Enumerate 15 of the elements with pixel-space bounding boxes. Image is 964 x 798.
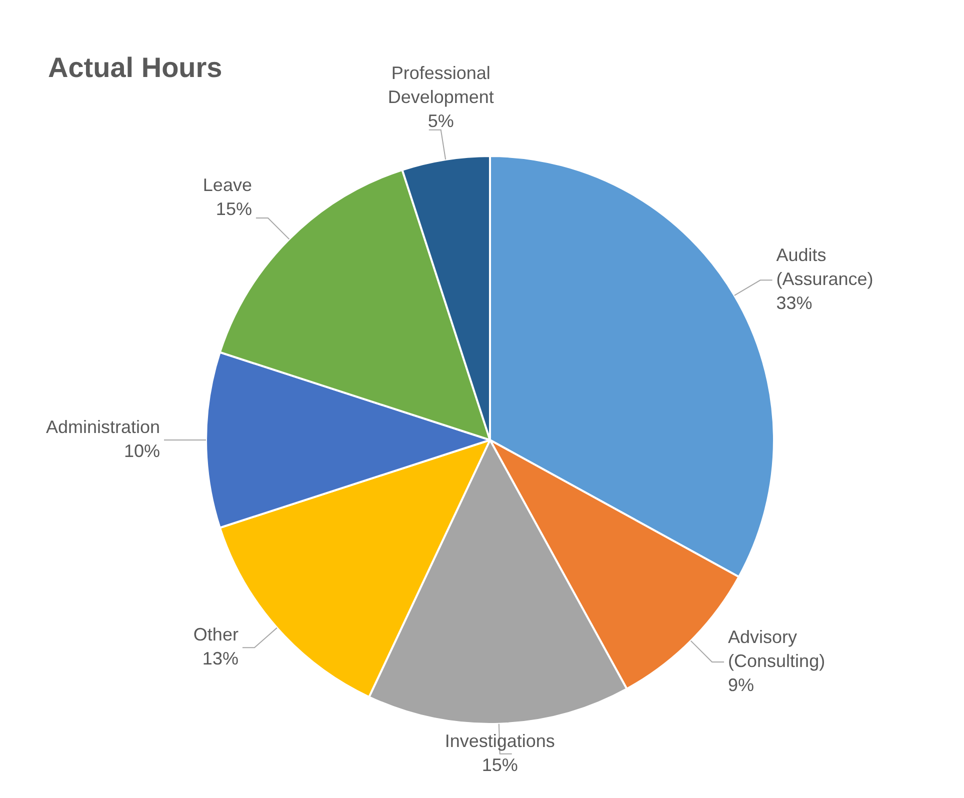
- slice-label: Administration: [46, 416, 160, 437]
- data-label: 15%: [216, 198, 252, 219]
- data-label: 15%: [482, 754, 518, 775]
- data-label: 33%: [776, 293, 812, 314]
- chart-title: Actual Hours: [48, 52, 222, 84]
- slice-label: Professional Development: [388, 62, 494, 107]
- slice-label: Other: [193, 624, 238, 645]
- slice-label: Leave: [202, 174, 252, 195]
- data-label: 5%: [428, 110, 454, 131]
- slice-label: Advisory (Consulting): [728, 627, 826, 671]
- data-label: 13%: [202, 648, 238, 669]
- data-label: 10%: [124, 440, 160, 461]
- slice-label: Investigations: [444, 730, 555, 751]
- slice-label: Audits (Assurance): [776, 245, 874, 290]
- data-label: 9%: [728, 675, 754, 695]
